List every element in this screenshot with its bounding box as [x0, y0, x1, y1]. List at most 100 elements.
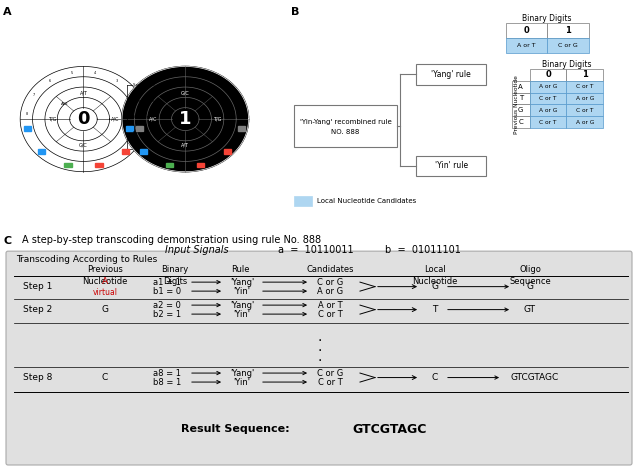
Text: A or G: A or G — [575, 120, 594, 125]
Bar — [416, 156, 486, 177]
Bar — [294, 106, 397, 147]
Text: 'Yin': 'Yin' — [234, 310, 250, 318]
Text: Segment D: Segment D — [133, 131, 155, 135]
Text: 6: 6 — [49, 78, 51, 83]
Text: A or T: A or T — [317, 301, 342, 310]
Bar — [125, 126, 132, 131]
Text: Binary
Digits: Binary Digits — [161, 265, 189, 286]
Text: 7: 7 — [33, 93, 35, 98]
Text: Binary Digits: Binary Digits — [522, 14, 572, 23]
Text: 'Yin' rule: 'Yin' rule — [435, 162, 468, 170]
Bar — [136, 126, 143, 131]
Text: .: . — [318, 350, 322, 364]
Text: 'Yin': 'Yin' — [234, 287, 250, 296]
Text: 1: 1 — [565, 26, 571, 35]
Text: 'Yin': 'Yin' — [234, 377, 250, 387]
Circle shape — [122, 66, 248, 172]
Text: 0: 0 — [524, 26, 529, 35]
Text: Segment B: Segment B — [133, 99, 154, 103]
Text: b  =  01011101: b = 01011101 — [385, 245, 461, 255]
Text: .: . — [318, 340, 322, 354]
Text: 1: 1 — [179, 110, 191, 128]
Text: T: T — [518, 95, 523, 101]
Text: T/G: T/G — [47, 117, 56, 121]
Bar — [512, 116, 530, 128]
Text: a  =  10110011: a = 10110011 — [278, 245, 354, 255]
Text: Oligo
Sequence: Oligo Sequence — [509, 265, 551, 286]
Bar — [566, 105, 604, 116]
Bar — [197, 163, 204, 167]
Bar — [166, 163, 173, 167]
Bar — [512, 81, 530, 92]
Text: Result Sequence:: Result Sequence: — [180, 424, 289, 434]
Text: A/G: A/G — [61, 101, 68, 106]
Text: .: . — [318, 330, 322, 344]
Text: Local Nucleotide Candidates: Local Nucleotide Candidates — [317, 198, 416, 204]
Bar — [530, 116, 566, 128]
Text: G: G — [518, 107, 524, 113]
Bar — [566, 69, 604, 81]
Text: 3: 3 — [116, 78, 118, 83]
Bar — [530, 105, 566, 116]
Text: a2 = 0: a2 = 0 — [153, 301, 181, 310]
Text: 2: 2 — [132, 93, 134, 98]
Text: 'Yin-Yang' recombined rule: 'Yin-Yang' recombined rule — [300, 119, 392, 125]
Text: C or T: C or T — [317, 310, 342, 318]
Text: A or G: A or G — [575, 96, 594, 101]
Bar — [530, 92, 566, 105]
Text: Candidates: Candidates — [307, 265, 354, 274]
Text: A step-by-step transcoding demonstration using rule No. 888: A step-by-step transcoding demonstration… — [22, 235, 321, 245]
Bar — [238, 126, 245, 131]
Text: 4: 4 — [94, 71, 97, 75]
Text: A or G: A or G — [317, 287, 343, 296]
Text: GT: GT — [524, 305, 536, 314]
Text: Local
Nucleotide: Local Nucleotide — [412, 265, 458, 286]
Bar — [512, 92, 530, 105]
Text: G/C: G/C — [79, 143, 88, 148]
Text: Rule: Rule — [231, 265, 249, 274]
Bar — [547, 23, 589, 38]
Text: B: B — [291, 7, 300, 17]
Text: C or G: C or G — [317, 277, 343, 287]
Bar — [38, 149, 45, 154]
Text: 0: 0 — [545, 70, 551, 79]
Text: C or T: C or T — [540, 96, 557, 101]
Text: Step 1: Step 1 — [23, 282, 52, 291]
Text: 1: 1 — [582, 70, 588, 79]
Bar — [566, 116, 604, 128]
Text: A: A — [518, 84, 523, 90]
Text: A: A — [3, 7, 12, 17]
Text: A/T: A/T — [181, 143, 189, 148]
Text: GTCGTAGC: GTCGTAGC — [353, 423, 427, 436]
Text: Segment A: Segment A — [133, 83, 154, 87]
Text: G: G — [527, 282, 534, 291]
Bar — [294, 196, 312, 206]
Text: Step 8: Step 8 — [23, 373, 52, 382]
Text: C or G: C or G — [558, 43, 578, 48]
Bar — [566, 81, 604, 92]
Text: C: C — [432, 373, 438, 382]
Text: Input Signals: Input Signals — [165, 245, 228, 255]
Text: T: T — [432, 305, 438, 314]
Text: C: C — [102, 373, 108, 382]
Bar — [530, 69, 566, 81]
Text: 5: 5 — [70, 71, 73, 75]
Text: G/C: G/C — [181, 90, 189, 95]
Text: a1 = 1: a1 = 1 — [153, 277, 181, 287]
Text: a8 = 1: a8 = 1 — [153, 368, 181, 377]
Text: A or T: A or T — [517, 43, 536, 48]
Text: b2 = 1: b2 = 1 — [153, 310, 181, 318]
Text: A/C: A/C — [150, 117, 158, 121]
Bar — [416, 64, 486, 85]
Text: virtual: virtual — [93, 288, 118, 297]
Text: 0: 0 — [77, 110, 90, 128]
Text: G: G — [431, 282, 438, 291]
Text: G: G — [102, 305, 109, 314]
Text: Segment C: Segment C — [133, 115, 155, 119]
Bar — [566, 92, 604, 105]
Bar — [223, 149, 231, 154]
Text: C or T: C or T — [576, 84, 593, 89]
Bar — [512, 105, 530, 116]
Text: 8: 8 — [26, 113, 28, 116]
Text: Transcoding According to Rules: Transcoding According to Rules — [16, 255, 157, 264]
